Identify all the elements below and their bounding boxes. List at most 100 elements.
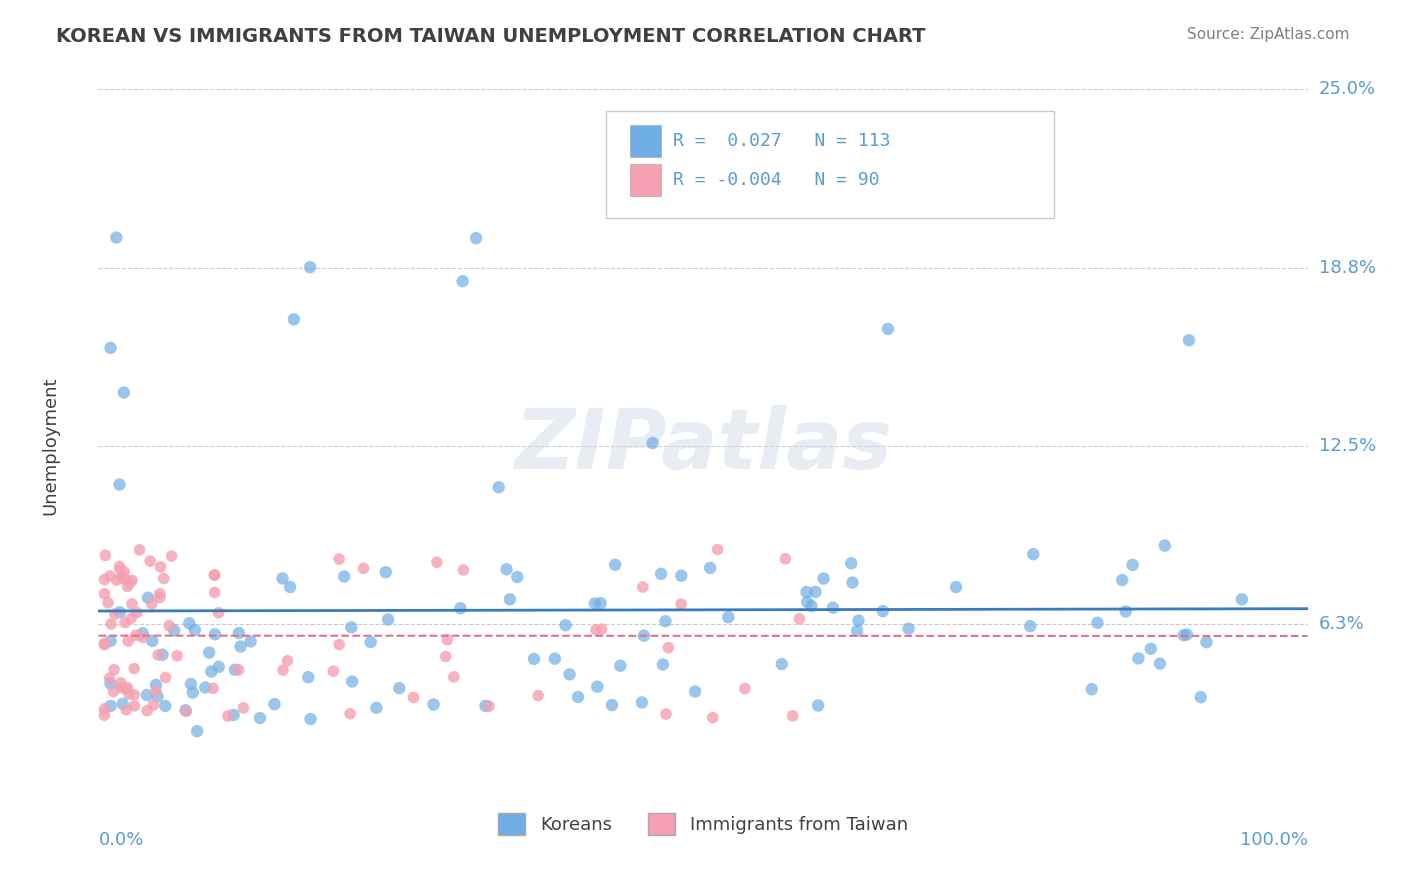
Point: [1080, 682, 1102, 697]
Text: Source: ZipAtlas.com: Source: ZipAtlas.com: [1187, 27, 1350, 42]
Point: [1022, 547, 1045, 561]
Point: [1149, 657, 1171, 671]
Point: [249, 711, 271, 725]
Point: [651, 657, 673, 672]
Point: [804, 585, 827, 599]
Point: [699, 561, 721, 575]
Point: [204, 585, 226, 599]
Point: [360, 635, 382, 649]
Point: [443, 670, 465, 684]
Point: [222, 708, 245, 723]
Point: [108, 605, 131, 619]
Point: [121, 597, 143, 611]
Point: [139, 554, 162, 568]
Point: [200, 665, 222, 679]
Point: [229, 640, 252, 654]
Point: [155, 670, 177, 684]
Point: [108, 559, 131, 574]
Point: [600, 698, 623, 712]
Point: [299, 260, 322, 275]
Point: [110, 681, 132, 695]
Point: [706, 542, 728, 557]
Point: [544, 651, 567, 665]
Point: [163, 624, 186, 638]
Point: [813, 572, 835, 586]
Point: [204, 568, 226, 582]
Point: [451, 274, 474, 288]
Point: [1195, 635, 1218, 649]
Point: [789, 612, 811, 626]
Point: [453, 563, 475, 577]
Point: [93, 587, 115, 601]
Point: [523, 652, 546, 666]
Point: [152, 648, 174, 662]
Point: [149, 560, 172, 574]
Point: [105, 573, 128, 587]
Point: [132, 631, 155, 645]
Point: [94, 549, 117, 563]
Point: [93, 573, 115, 587]
Point: [495, 562, 517, 576]
Point: [527, 689, 550, 703]
Point: [377, 612, 399, 626]
Point: [114, 681, 136, 696]
Point: [1115, 604, 1137, 618]
Text: 18.8%: 18.8%: [1319, 259, 1375, 277]
Point: [585, 623, 607, 637]
Point: [181, 686, 204, 700]
Point: [506, 570, 529, 584]
Point: [499, 592, 522, 607]
Point: [945, 580, 967, 594]
Point: [100, 341, 122, 355]
Point: [657, 640, 679, 655]
Point: [1230, 592, 1253, 607]
Text: 0.0%: 0.0%: [98, 831, 143, 849]
Point: [136, 591, 159, 605]
Point: [108, 477, 131, 491]
Point: [114, 615, 136, 630]
Point: [148, 648, 170, 662]
Point: [353, 561, 375, 575]
Point: [111, 697, 134, 711]
Point: [603, 558, 626, 572]
Point: [132, 626, 155, 640]
Point: [125, 628, 148, 642]
Point: [333, 569, 356, 583]
FancyBboxPatch shape: [606, 111, 1053, 218]
Point: [120, 611, 142, 625]
Point: [488, 480, 510, 494]
Point: [198, 646, 221, 660]
Point: [1139, 641, 1161, 656]
Point: [388, 681, 411, 695]
Point: [276, 654, 298, 668]
Point: [103, 663, 125, 677]
Point: [204, 627, 226, 641]
Point: [1175, 627, 1198, 641]
Point: [160, 549, 183, 563]
Point: [207, 606, 229, 620]
Point: [340, 674, 363, 689]
Text: R =  0.027   N = 113: R = 0.027 N = 113: [672, 132, 890, 150]
Point: [136, 704, 159, 718]
Point: [374, 565, 396, 579]
Point: [669, 597, 692, 611]
Point: [180, 677, 202, 691]
Point: [465, 231, 488, 245]
Point: [145, 684, 167, 698]
Point: [650, 566, 672, 581]
Point: [124, 698, 146, 713]
Point: [554, 618, 576, 632]
Point: [609, 658, 631, 673]
Point: [201, 681, 224, 696]
Point: [782, 709, 804, 723]
Point: [117, 681, 139, 695]
Point: [208, 660, 231, 674]
Point: [366, 700, 388, 714]
Text: KOREAN VS IMMIGRANTS FROM TAIWAN UNEMPLOYMENT CORRELATION CHART: KOREAN VS IMMIGRANTS FROM TAIWAN UNEMPLO…: [56, 27, 925, 45]
Point: [402, 690, 425, 705]
Point: [228, 626, 250, 640]
Point: [186, 724, 208, 739]
Point: [567, 690, 589, 704]
Point: [631, 696, 654, 710]
Point: [174, 703, 197, 717]
